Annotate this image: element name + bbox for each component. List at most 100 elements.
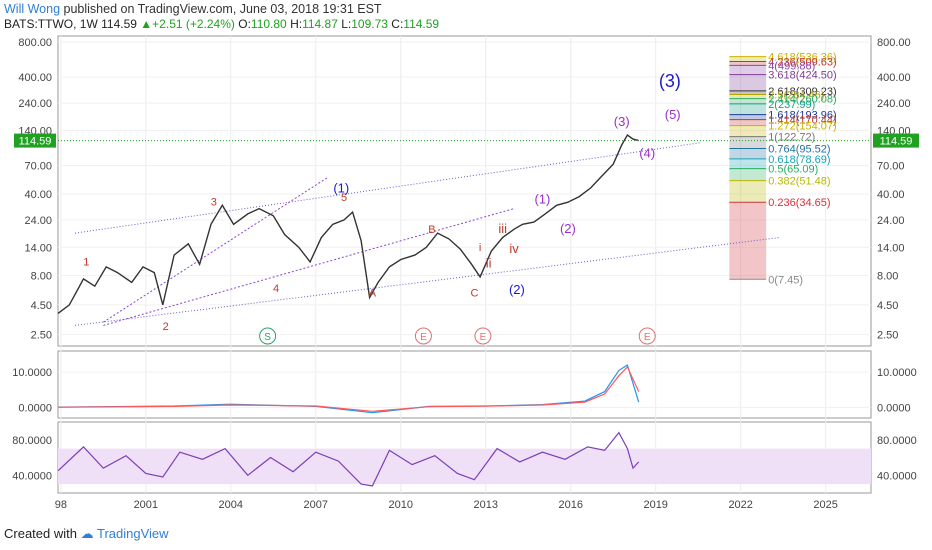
x-tick-label: 2007 [304,499,328,511]
x-tick-label: 2001 [134,499,158,511]
open-label: O: [238,17,251,31]
wave-label: 1 [83,256,89,268]
fib-level-label: 1(122.72) [768,132,815,144]
fib-band [729,158,767,169]
fib-level-label: 4.618(536.36) [768,52,837,64]
x-tick-label: 2013 [474,499,498,511]
wave-label: (2) [509,282,525,297]
wave-label: (4) [639,146,655,161]
macd-signal-line [57,365,640,412]
macd-left-tick: 10.0000 [12,367,52,379]
trend-channel-lower [103,208,515,326]
event-marker-label: E [480,332,487,343]
x-tick-label: 2025 [813,499,837,511]
event-marker-circle [259,327,277,345]
fib-band [729,103,767,115]
fib-band [729,148,767,159]
fib-band [729,90,767,95]
price-right-tick: 4.50 [877,300,898,312]
wave-label: i [479,242,481,254]
open-value: 110.80 [250,17,287,31]
wave-label: ii [486,255,492,270]
wave-label: 4 [273,283,279,295]
tradingview-logo-icon[interactable]: ☁ [80,526,94,541]
wave-label: C [470,288,478,300]
price-left-tick: 240.00 [18,98,52,110]
fib-band [729,114,767,120]
fib-level-label: 2(237.99) [768,99,815,111]
tradingview-brand[interactable]: TradingView [97,526,169,541]
last-price-label-right: 114.59 [880,136,913,148]
price-right-tick: 2.50 [877,330,898,342]
fib-band [729,180,767,203]
x-tick-label: 2016 [558,499,582,511]
price-left-tick: 400.00 [18,72,52,84]
price-right-tick: 24.00 [877,215,905,227]
fib-level-label: 0.618(78.69) [768,154,830,166]
wave-label: A [369,288,377,300]
fib-band [729,74,767,91]
fib-band [729,202,767,280]
fib-band [729,61,767,66]
fib-band [729,136,767,149]
rsi-left-tick: 40.0000 [12,470,52,482]
fib-band [729,125,767,137]
wave-label: 3 [211,196,217,208]
macd-right-tick: 0.0000 [877,402,911,414]
price-pane-frame [57,35,872,347]
price-change: +2.51 (+2.24%) [152,17,235,31]
close-value: 114.59 [403,17,440,31]
fib-level-label: 1.618(193.96) [768,110,837,122]
close-label: C: [391,17,404,31]
wave-label: 2 [163,321,169,333]
fib-level-label: 0(7.45) [768,274,803,286]
x-tick-label: 2010 [389,499,413,511]
publish-text: published on TradingView.com, June 03, 2… [63,2,382,16]
price-left-tick: 24.00 [24,215,52,227]
publish-info: Will Wong published on TradingView.com, … [4,2,382,16]
price-right-tick: 800.00 [877,37,911,49]
footer: Created with ☁ TradingView [4,526,169,542]
last-price-badge-left [14,133,56,148]
fib-level-label: 2.5(284.46) [768,90,824,102]
macd-left-tick: 0.0000 [18,402,52,414]
wave-label: (3) [659,71,681,91]
event-marker-label: S [264,332,271,343]
fib-level-label: 1.414(170.44) [768,115,837,127]
up-arrow-icon: ▲ [140,17,153,31]
wave-label: iv [509,241,519,256]
high-value: 114.87 [302,17,338,31]
author-link[interactable]: Will Wong [4,2,61,16]
price-left-tick: 2.50 [31,330,52,342]
rsi-left-tick: 80.0000 [12,435,52,447]
price-right-tick: 400.00 [877,72,911,84]
fib-level-label: 4(499.86) [768,60,815,72]
x-tick-label: 2022 [728,499,752,511]
wave-label: iii [498,221,507,236]
fib-band [729,65,767,75]
x-tick-label: 2019 [643,499,667,511]
wave-label: (1) [333,181,349,196]
event-marker-circle [474,327,492,345]
fib-band [729,94,767,99]
fib-level-label: 2.414(260.08) [768,94,837,106]
price-right-tick: 70.00 [877,161,905,173]
fib-level-label: 0.5(65.09) [768,164,818,176]
fib-level-label: 2.618(309.23) [768,86,837,98]
low-value: 109.73 [351,17,388,31]
symbol-label: BATS:TTWO, 1W [4,17,98,31]
event-marker-circle [414,327,432,345]
price-right-tick: 8.00 [877,271,898,283]
fib-level-label: 0.382(51.48) [768,176,830,188]
rsi-right-tick: 40.0000 [877,470,917,482]
price-left-tick: 40.00 [24,189,52,201]
wave-label: B [428,224,435,236]
price-line [57,133,639,314]
rsi-line [57,431,640,487]
price-right-tick: 240.00 [877,98,911,110]
price-right-tick: 14.00 [877,242,905,254]
high-label: H: [290,17,303,31]
last-price-badge-right [873,133,919,148]
fib-level-label: 0.764(95.52) [768,144,830,156]
